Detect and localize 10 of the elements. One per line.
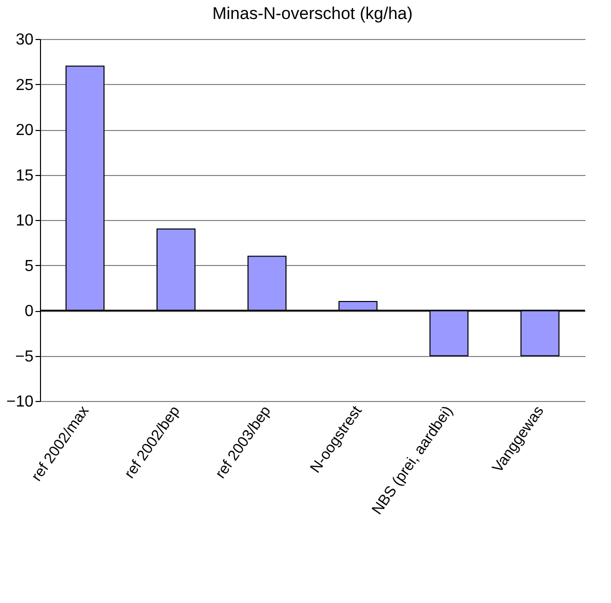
- y-tick-label: 5: [24, 258, 34, 275]
- y-tick-label: 15: [16, 167, 34, 184]
- y-tick-label: −5: [15, 348, 34, 366]
- y-tick-label: 10: [16, 212, 34, 230]
- y-tick-label: 25: [16, 76, 34, 94]
- y-tick-label: 30: [16, 32, 34, 48]
- y-tick-label: 20: [16, 122, 34, 139]
- chart-title: Minas-N-overschot (kg/ha): [212, 4, 413, 23]
- y-tick-label: −10: [6, 394, 34, 410]
- y-tick-label: 0: [24, 303, 34, 320]
